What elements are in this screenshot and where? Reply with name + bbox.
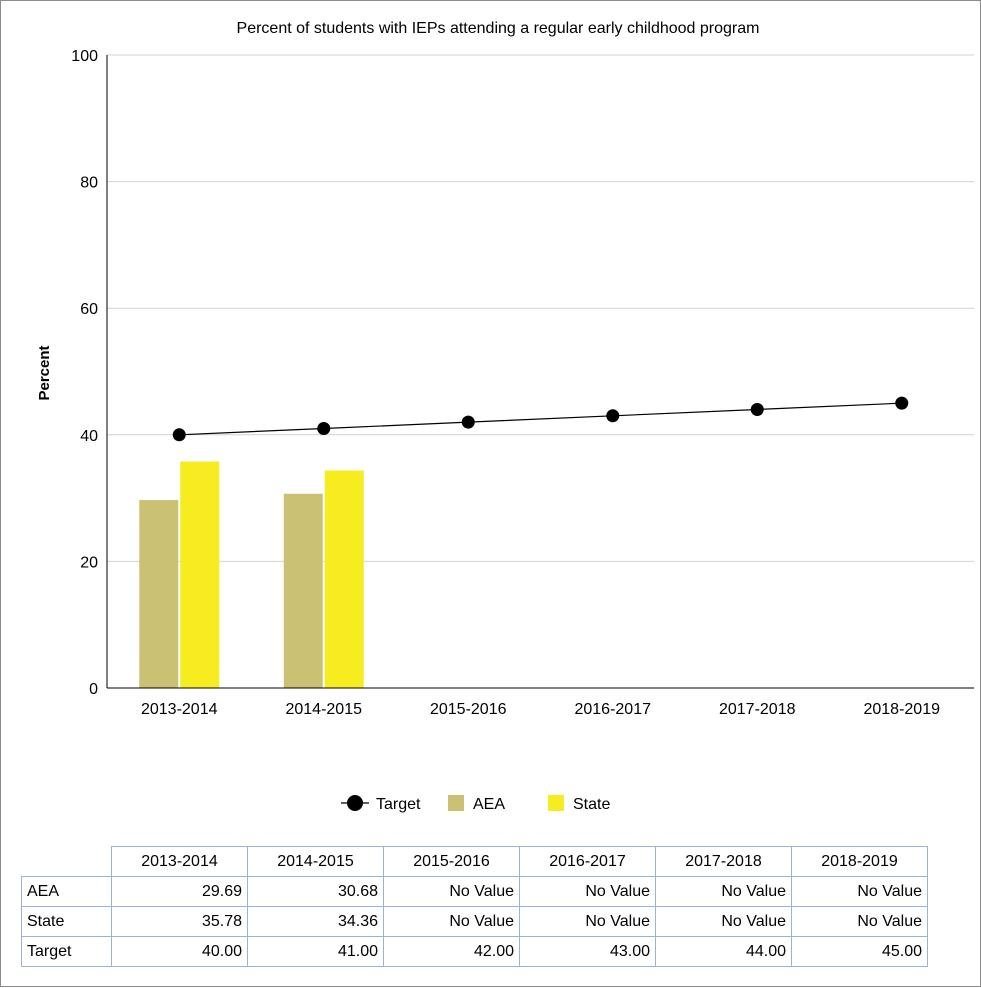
table-cell: 35.78 (111, 906, 248, 937)
y-tick-label: 0 (89, 681, 98, 698)
legend-swatch (448, 795, 464, 811)
table-row-label: State (21, 906, 112, 937)
table-row-label: Target (21, 936, 112, 967)
table-cell: No Value (791, 876, 928, 907)
y-tick-label: 60 (80, 301, 98, 318)
grid-lines (107, 54, 974, 562)
target-point (317, 421, 331, 435)
table-row: State 35.78 34.36 No Value No Value No Value N… (21, 906, 928, 937)
legend-label: Target (376, 796, 421, 813)
table-cell: 30.68 (247, 876, 384, 907)
table-column-header: 2016-2017 (519, 846, 656, 877)
table-row: AEA 29.69 30.68 No Value No Value No Value No … (21, 876, 928, 907)
table-header-row: 2013-2014 2014-2015 2015-2016 2016-2017 2017… (21, 846, 928, 877)
bars (139, 461, 364, 688)
table-cell: No Value (519, 906, 656, 937)
axes (106, 55, 974, 689)
table-column-header: 2013-2014 (111, 846, 248, 877)
chart-title: Percent of students with IEPs attending … (237, 20, 760, 37)
legend-label: State (573, 796, 610, 813)
table-row: Target 40.00 41.00 42.00 43.00 44.00 45.00 (21, 936, 928, 967)
table-cell: 45.00 (791, 936, 928, 967)
table-row-label: AEA (21, 876, 112, 907)
table-cell: 34.36 (247, 906, 384, 937)
target-point (172, 428, 186, 442)
table-cell: 42.00 (383, 936, 520, 967)
target-line (172, 396, 909, 442)
target-point (606, 409, 620, 423)
table-cell: 43.00 (519, 936, 656, 967)
x-tick-label: 2013-2014 (141, 701, 218, 718)
table-column-header: 2015-2016 (383, 846, 520, 877)
table-column-header: 2017-2018 (655, 846, 792, 877)
x-tick-label: 2018-2019 (863, 701, 940, 718)
legend-label: AEA (473, 796, 505, 813)
legend-item-target: Target (341, 795, 421, 813)
table-cell: No Value (655, 906, 792, 937)
table-cell: 40.00 (111, 936, 248, 967)
table-column-header: 2014-2015 (247, 846, 384, 877)
bar-aea (283, 493, 323, 688)
table-cell: 29.69 (111, 876, 248, 907)
bar-state (324, 470, 364, 688)
y-tick-label: 100 (71, 48, 98, 65)
data-table: 2013-2014 2014-2015 2015-2016 2016-2017 2017… (21, 846, 928, 967)
legend: Target AEA State (341, 795, 610, 813)
bar-state (180, 461, 220, 688)
legend-swatch-marker (347, 795, 363, 811)
target-point (461, 415, 475, 429)
table-cell: 44.00 (655, 936, 792, 967)
y-tick-labels: 0 20 40 60 80 100 (71, 48, 98, 698)
bar-aea (139, 500, 179, 688)
table-cell: No Value (791, 906, 928, 937)
table-cell: No Value (383, 906, 520, 937)
table-column-header: 2018-2019 (791, 846, 928, 877)
y-tick-label: 80 (80, 175, 98, 192)
x-tick-label: 2014-2015 (285, 701, 362, 718)
x-tick-label: 2016-2017 (574, 701, 651, 718)
y-tick-label: 40 (80, 428, 98, 445)
x-tick-label: 2015-2016 (430, 701, 507, 718)
x-tick-label: 2017-2018 (719, 701, 796, 718)
table-cell: No Value (519, 876, 656, 907)
y-axis-title: Percent (36, 345, 53, 400)
y-tick-label: 20 (80, 554, 98, 571)
table-cell: 41.00 (247, 936, 384, 967)
table-cell: No Value (655, 876, 792, 907)
x-tick-labels: 2013-2014 2014-2015 2015-2016 2016-2017 2017… (141, 701, 940, 718)
target-point (895, 396, 909, 410)
target-series-line (179, 402, 902, 436)
table-corner-cell (21, 846, 112, 877)
legend-swatch (548, 795, 564, 811)
legend-item-state: State (548, 795, 610, 813)
table-cell: No Value (383, 876, 520, 907)
legend-item-aea: AEA (448, 795, 505, 813)
target-point (750, 402, 764, 416)
